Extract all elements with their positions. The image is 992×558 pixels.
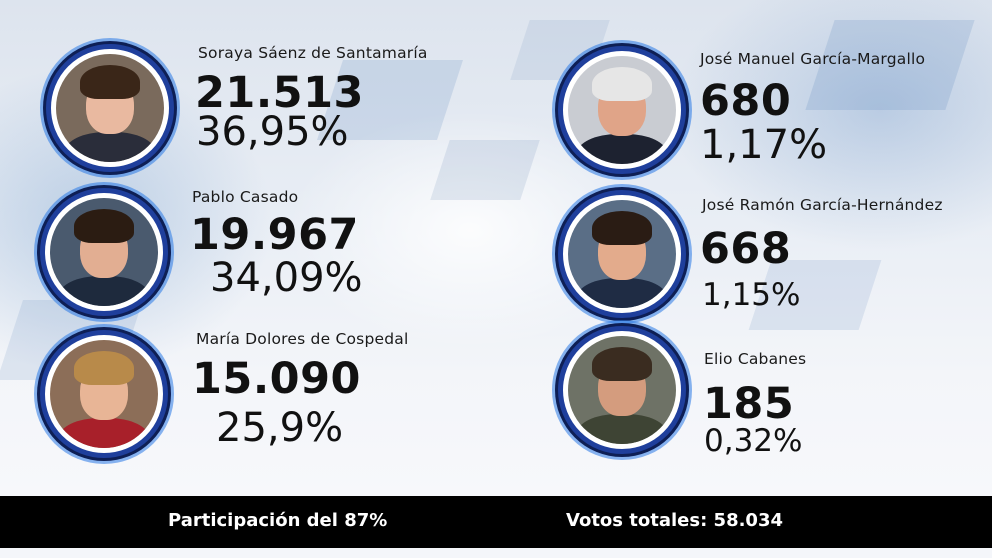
candidate-name: Elio Cabanes — [704, 350, 807, 368]
portrait-suit — [576, 133, 668, 164]
candidate-votes: 668 — [700, 224, 792, 274]
candidate-photo — [558, 326, 686, 454]
portrait-suit — [58, 275, 150, 306]
candidate-percent: 1,15% — [702, 277, 801, 313]
candidate-photo — [558, 46, 686, 174]
candidate-percent: 25,9% — [216, 405, 344, 451]
candidate-photo — [40, 330, 168, 458]
candidate-name: Soraya Sáenz de Santamaría — [198, 44, 428, 62]
candidate-photo — [40, 188, 168, 316]
portrait — [50, 340, 158, 448]
portrait-suit — [576, 413, 668, 444]
candidate-percent: 34,09% — [210, 255, 363, 301]
portrait-suit — [58, 417, 150, 448]
candidate-votes: 185 — [703, 379, 795, 429]
candidate-name: José Manuel García-Margallo — [700, 50, 926, 68]
candidate-percent: 1,17% — [700, 122, 828, 168]
candidate-votes: 19.967 — [190, 210, 359, 260]
candidate-votes: 680 — [700, 76, 792, 126]
portrait-suit — [64, 131, 156, 162]
flag-shape — [430, 140, 540, 200]
candidate-name: María Dolores de Cospedal — [196, 330, 409, 348]
portrait — [50, 198, 158, 306]
portrait — [56, 54, 164, 162]
candidate-photo — [558, 190, 686, 318]
portrait — [568, 56, 676, 164]
portrait-hair — [591, 346, 653, 382]
candidate-photo — [46, 44, 174, 172]
portrait — [568, 336, 676, 444]
participation-text: Participación del 87% — [168, 510, 388, 531]
bottom-strip — [0, 548, 992, 558]
portrait-hair — [591, 210, 653, 246]
total-votes-text: Votos totales: 58.034 — [566, 510, 784, 531]
candidate-votes: 15.090 — [192, 354, 361, 404]
portrait — [568, 200, 676, 308]
candidate-votes: 21.513 — [195, 68, 364, 118]
portrait-hair — [591, 66, 653, 102]
candidate-percent: 0,32% — [704, 423, 803, 459]
candidate-percent: 36,95% — [196, 109, 349, 155]
portrait-hair — [73, 208, 135, 244]
footer-bar — [0, 496, 992, 548]
candidate-name: José Ramón García-Hernández — [702, 196, 943, 214]
candidate-name: Pablo Casado — [192, 188, 299, 206]
portrait-suit — [576, 277, 668, 308]
portrait-hair — [73, 350, 135, 386]
portrait-hair — [79, 64, 141, 100]
